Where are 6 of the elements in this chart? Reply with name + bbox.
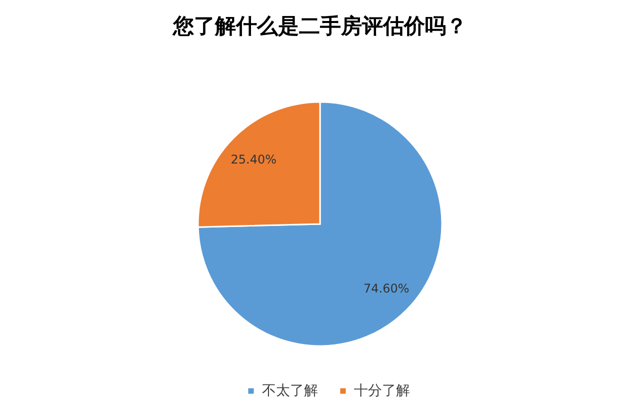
legend-label: 十分了解 <box>354 383 410 399</box>
legend-label: 不太了解 <box>262 383 318 399</box>
chart-title: 您了解什么是二手房评估价吗？ <box>172 14 467 38</box>
data-label: 74.60% <box>364 282 410 296</box>
data-label: 25.40% <box>230 152 276 166</box>
pie-slice <box>197 101 443 347</box>
